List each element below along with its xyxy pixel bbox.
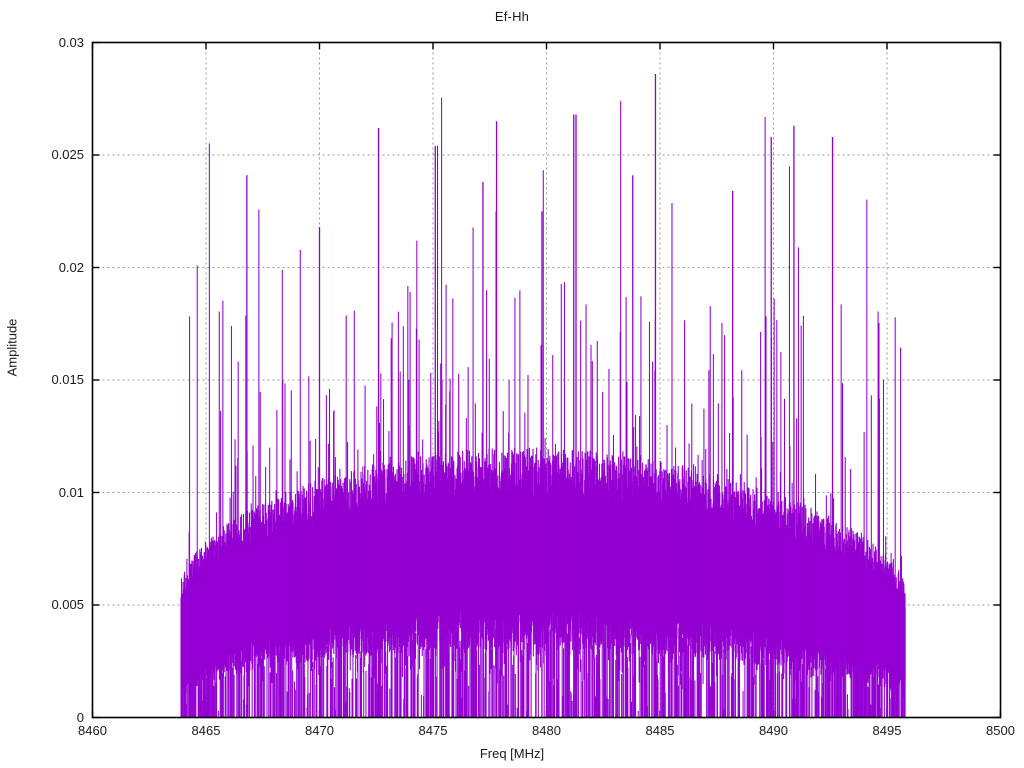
- x-tick-label: 8475: [418, 723, 448, 738]
- x-tick-label: 8460: [78, 723, 107, 738]
- x-tick-label: 8490: [759, 723, 788, 738]
- x-tick-label: 8465: [191, 723, 221, 738]
- y-tick-label: 0.015: [51, 372, 84, 387]
- x-tick-label: 8500: [986, 723, 1015, 738]
- y-tick-label: 0.02: [58, 259, 84, 275]
- y-tick-label: 0: [76, 709, 84, 725]
- x-axis-tick-labels: 8460 8465 8470 8475 8480 8485 8490 8495 8500: [0, 723, 1024, 747]
- x-tick-label: 8495: [872, 723, 902, 738]
- plot-frame: [91, 41, 1002, 719]
- x-tick-label: 8480: [532, 723, 561, 738]
- y-axis-tick-labels: 0 0.005 0.01 0.015 0.02 0.025 0.03: [14, 0, 84, 768]
- y-tick-label: 0.01: [58, 484, 84, 500]
- x-tick-label: 8470: [305, 723, 334, 738]
- spectrum-series: [180, 74, 906, 718]
- y-tick-label: 0.03: [58, 34, 84, 50]
- x-tick-label: 8485: [645, 723, 675, 738]
- y-tick-label: 0.025: [51, 147, 84, 162]
- chart-title: Ef-Hh: [494, 9, 530, 24]
- y-tick-label: 0.005: [51, 597, 84, 612]
- x-axis-title: Freq [MHz]: [479, 746, 545, 761]
